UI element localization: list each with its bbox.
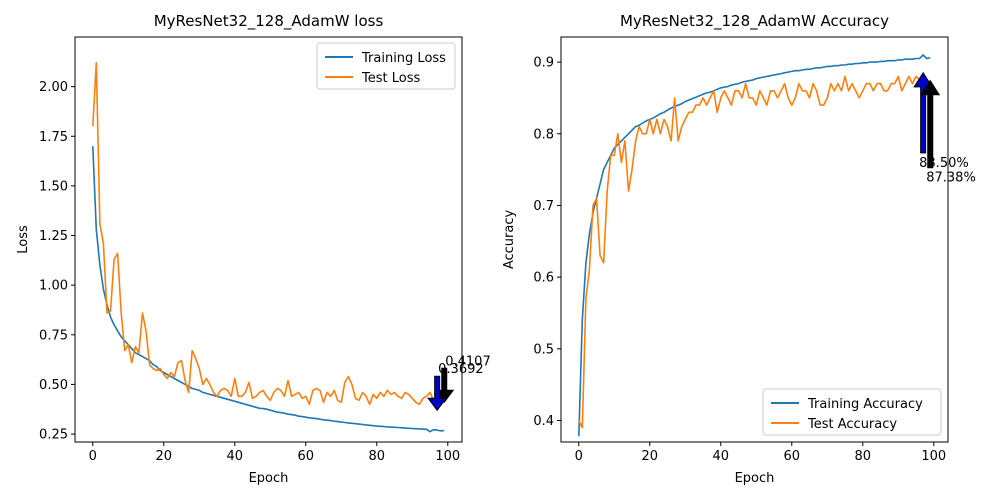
x-axis-title: Epoch bbox=[249, 471, 289, 486]
x-tick-label: 60 bbox=[784, 449, 801, 464]
series-line-test bbox=[92, 61, 445, 406]
y-tick-label: 0.9 bbox=[533, 56, 554, 71]
legend-label: Training Loss bbox=[361, 51, 446, 66]
x-tick-label: 20 bbox=[641, 449, 658, 464]
plot-frame bbox=[560, 36, 949, 443]
series-line-test bbox=[578, 75, 931, 429]
y-tick-label: 0.4 bbox=[533, 414, 554, 429]
annotation-arrow bbox=[920, 79, 941, 169]
legend-label: Training Accuracy bbox=[807, 397, 923, 412]
y-tick-label: 2.00 bbox=[39, 80, 68, 95]
y-tick-label: 1.50 bbox=[39, 179, 68, 194]
chart-title: MyResNet32_128_AdamW loss bbox=[154, 12, 384, 31]
legend: Training Accuracy Test Accuracy bbox=[762, 388, 942, 436]
y-tick-label: 1.00 bbox=[39, 279, 68, 294]
x-tick-label: 0 bbox=[89, 449, 97, 464]
y-axis-title: Accuracy bbox=[502, 210, 517, 270]
y-tick-label: 0.7 bbox=[533, 199, 554, 214]
accuracy-chart: MyResNet32_128_AdamW Accuracy 0 20 40 60 80 10… bbox=[502, 12, 976, 486]
y-tick-label: 1.75 bbox=[39, 130, 68, 145]
x-tick-label: 100 bbox=[921, 449, 946, 464]
legend: Training Loss Test Loss bbox=[316, 42, 456, 90]
chart-title: MyResNet32_128_AdamW Accuracy bbox=[620, 12, 889, 31]
x-tick-label: 80 bbox=[369, 449, 386, 464]
x-tick-label: 60 bbox=[298, 449, 315, 464]
series-line-training bbox=[92, 146, 445, 433]
series-line-training bbox=[578, 54, 931, 437]
y-tick-label: 0.5 bbox=[533, 342, 554, 357]
annotation-arrow bbox=[913, 71, 934, 154]
y-tick-label: 0.50 bbox=[39, 378, 68, 393]
annotation-arrow bbox=[427, 375, 448, 412]
x-tick-label: 100 bbox=[435, 449, 460, 464]
x-tick-label: 20 bbox=[155, 449, 172, 464]
x-tick-label: 40 bbox=[712, 449, 729, 464]
annotation-label: 87.38% bbox=[926, 171, 976, 186]
y-axis-title: Loss bbox=[16, 225, 31, 254]
legend-label: Test Accuracy bbox=[807, 417, 897, 432]
loss-chart: MyResNet32_128_AdamW loss 0 20 40 60 80 100 0.2… bbox=[16, 12, 491, 486]
legend-label: Test Loss bbox=[361, 71, 420, 86]
x-axis-title: Epoch bbox=[735, 471, 775, 486]
plot-frame bbox=[74, 36, 463, 443]
y-tick-label: 0.8 bbox=[533, 127, 554, 142]
x-tick-label: 40 bbox=[226, 449, 243, 464]
annotation-label: 0.4107 bbox=[445, 354, 491, 369]
legend-box bbox=[762, 388, 942, 436]
x-tick-label: 80 bbox=[855, 449, 872, 464]
x-tick-label: 0 bbox=[575, 449, 583, 464]
y-tick-label: 0.6 bbox=[533, 271, 554, 286]
y-tick-label: 0.25 bbox=[39, 428, 68, 443]
y-tick-label: 0.75 bbox=[39, 328, 68, 343]
annotation-label: 88.50% bbox=[919, 156, 969, 171]
annotation-label: 0.3692 bbox=[438, 362, 484, 377]
y-tick-label: 1.25 bbox=[39, 229, 68, 244]
